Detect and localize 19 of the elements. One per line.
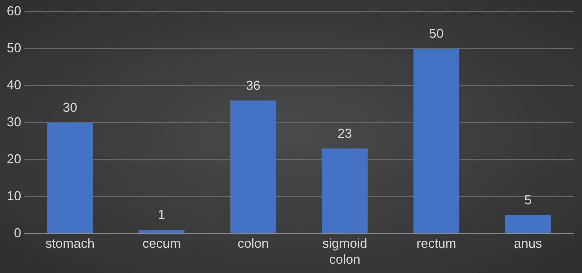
- data-label: 36: [246, 78, 261, 93]
- x-tick-label: rectum: [416, 236, 456, 252]
- y-tick-label: 20: [6, 151, 22, 166]
- x-tick-label: anus: [514, 236, 543, 252]
- data-label: 50: [429, 26, 444, 42]
- x-tick-label: colon: [238, 236, 269, 252]
- y-tick-label: 10: [6, 188, 22, 204]
- y-tick-label: 40: [6, 78, 22, 93]
- x-tick-label: cecum: [142, 236, 181, 252]
- y-tick-label: 30: [6, 114, 22, 130]
- y-tick-label: 0: [14, 225, 22, 240]
- data-label: 30: [63, 100, 78, 115]
- data-label: 5: [524, 192, 532, 208]
- y-tick-label: 60: [6, 4, 22, 19]
- y-tick-label: 50: [6, 40, 22, 56]
- x-tick-label: sigmoid colon: [322, 236, 368, 267]
- data-label: 1: [158, 207, 166, 222]
- x-tick-label: stomach: [46, 236, 95, 252]
- data-label: 23: [338, 126, 352, 141]
